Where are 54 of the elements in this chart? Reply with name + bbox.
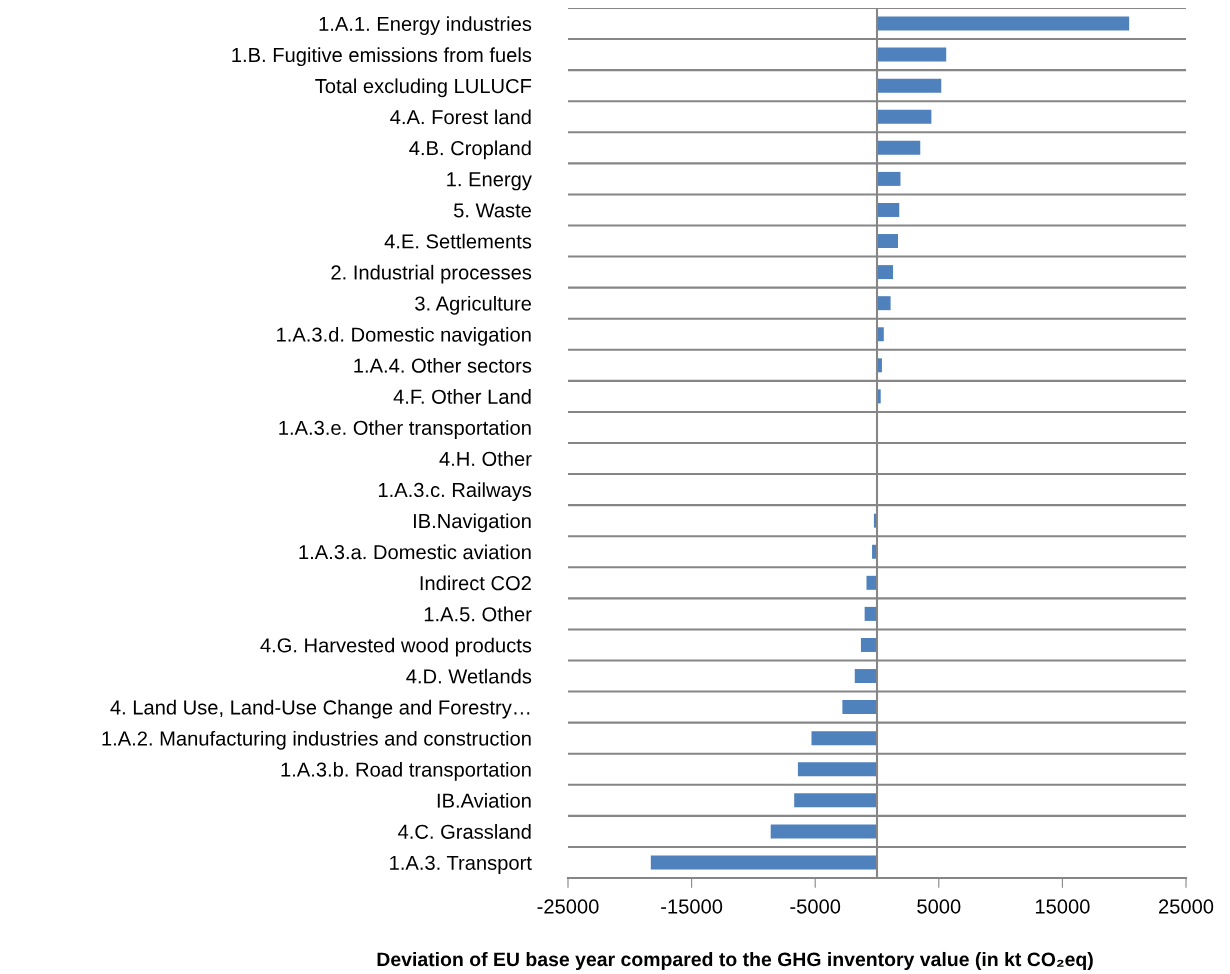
x-tick-label: 25000	[1159, 899, 1214, 914]
bar	[877, 234, 899, 249]
y-tick-label: 1.B. Fugitive emissions from fuels	[232, 47, 532, 67]
y-tick-label: 4.F. Other Land	[393, 389, 531, 404]
bar	[866, 575, 877, 590]
y-tick-label: 4. Land Use, Land-Use Change and Forestry…	[110, 699, 530, 719]
bar	[877, 265, 894, 280]
bar	[877, 296, 891, 311]
y-tick-label: 4.E. Settlements	[384, 233, 532, 249]
y-tick-label: 5. Waste	[453, 203, 531, 218]
x-tick-label: -5000	[790, 899, 841, 914]
x-tick-label: 15000	[1035, 899, 1090, 914]
bar	[877, 171, 901, 186]
y-tick-label: 4.D. Wetlands	[406, 668, 532, 684]
x-axis-title: Deviation of EU base year compared to the GHG inventory value (in kt CO₂eq)	[377, 951, 1093, 971]
bar	[650, 855, 877, 870]
bar	[854, 669, 877, 684]
bar	[794, 793, 877, 808]
y-tick-label: 1.A.3.b. Road transportation	[281, 761, 531, 781]
bar	[811, 731, 877, 746]
y-tick-label: 1.A.3.e. Other transportation	[279, 420, 531, 439]
bar	[770, 824, 877, 839]
bar	[877, 109, 932, 124]
y-tick-label: 4.B. Cropland	[409, 140, 531, 160]
y-tick-label: 1.A.2. Manufacturing industries and construction	[102, 730, 531, 750]
bar	[877, 140, 921, 155]
y-tick-label: 2. Industrial processes	[331, 264, 532, 284]
y-tick-label: IB.Aviation	[437, 793, 531, 808]
bar	[842, 700, 877, 715]
y-tick-label: Total excluding LULUCF	[315, 78, 532, 98]
bar	[877, 16, 1130, 31]
bar	[877, 47, 947, 62]
y-tick-label: 4.H. Other	[439, 451, 532, 467]
y-tick-label: 1. Energy	[447, 172, 532, 191]
y-tick-label: 1.A.4. Other sectors	[354, 358, 532, 373]
y-tick-label: 1.A.3.d. Domestic navigation	[277, 326, 531, 346]
y-tick-label: 1.A.1. Energy industries	[319, 16, 532, 36]
y-tick-label: 3. Agriculture	[415, 295, 531, 315]
x-tick-label: 5000	[917, 899, 961, 914]
y-tick-label: 1.A.3.a. Domestic aviation	[299, 544, 531, 560]
y-tick-label: 4.C. Grassland	[398, 824, 531, 839]
x-tick-label: -15000	[661, 899, 723, 914]
y-tick-label: 4.A. Forest land	[390, 109, 531, 125]
y-tick-label: 1.A.5. Other	[424, 606, 532, 622]
bar	[877, 202, 900, 217]
y-tick-label: 1.A.3. Transport	[390, 855, 532, 874]
y-tick-label: 1.A.3.c. Railways	[378, 482, 532, 502]
bar	[877, 78, 942, 93]
x-tick-label: -25000	[537, 899, 599, 914]
y-tick-label: IB.Navigation	[413, 513, 531, 533]
bar	[860, 637, 877, 652]
bar	[797, 762, 877, 777]
y-tick-label: 4.G. Harvested wood products	[260, 637, 532, 657]
y-tick-label: Indirect CO2	[420, 575, 531, 591]
